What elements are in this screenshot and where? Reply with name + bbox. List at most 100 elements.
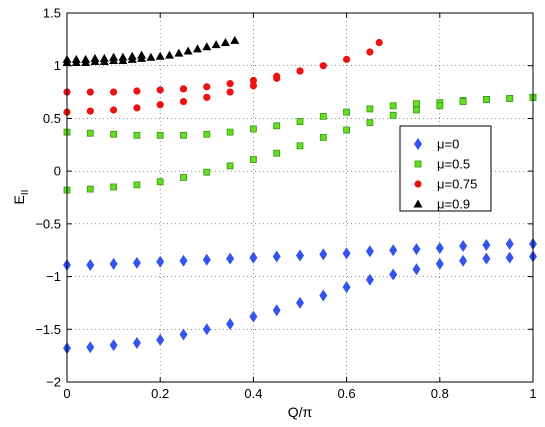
data-point bbox=[249, 125, 257, 133]
data-point bbox=[109, 52, 119, 61]
legend-label: μ=0.9 bbox=[437, 197, 470, 212]
data-point bbox=[319, 134, 327, 141]
legend-marker bbox=[414, 160, 422, 168]
x-axis-label: Q/π bbox=[288, 404, 313, 420]
data-point bbox=[226, 128, 234, 136]
data-point bbox=[179, 97, 188, 106]
data-point bbox=[365, 245, 374, 258]
data-point bbox=[110, 183, 117, 191]
data-point bbox=[156, 333, 165, 346]
x-tick-label: 0.6 bbox=[338, 386, 356, 401]
data-point bbox=[366, 48, 374, 56]
legend-marker bbox=[414, 138, 422, 150]
data-point bbox=[389, 268, 398, 281]
y-tick-label: −1.5 bbox=[35, 322, 61, 337]
data-point bbox=[99, 53, 109, 62]
data-point bbox=[389, 111, 397, 119]
data-point bbox=[482, 238, 491, 251]
series-2 bbox=[63, 38, 383, 116]
data-point bbox=[133, 104, 141, 112]
data-point bbox=[505, 237, 514, 250]
data-point bbox=[273, 122, 281, 130]
data-point bbox=[272, 250, 281, 263]
data-point bbox=[273, 149, 281, 157]
data-point bbox=[179, 254, 188, 267]
data-point bbox=[133, 87, 141, 95]
data-point bbox=[211, 40, 221, 49]
data-point bbox=[132, 336, 141, 349]
data-point bbox=[155, 51, 165, 60]
x-tick-label: 0.4 bbox=[244, 386, 262, 401]
data-point bbox=[202, 42, 212, 51]
y-tick-label: 1 bbox=[54, 58, 61, 73]
data-point bbox=[174, 48, 184, 57]
data-point bbox=[226, 88, 234, 96]
data-point bbox=[459, 98, 467, 105]
data-point bbox=[202, 253, 211, 266]
data-point bbox=[156, 131, 164, 139]
data-point bbox=[342, 281, 351, 294]
data-point bbox=[127, 51, 137, 60]
legend-marker bbox=[413, 199, 423, 208]
data-point bbox=[230, 35, 240, 44]
legend-label: μ=0 bbox=[437, 137, 459, 152]
y-tick-label: −1 bbox=[46, 269, 61, 284]
data-point bbox=[296, 142, 304, 150]
data-point bbox=[343, 108, 351, 116]
data-point bbox=[81, 54, 91, 63]
data-point bbox=[220, 38, 230, 47]
data-point bbox=[319, 62, 327, 70]
data-point bbox=[203, 83, 211, 91]
x-tick-label: 1 bbox=[529, 386, 536, 401]
data-point bbox=[413, 106, 420, 114]
data-point bbox=[180, 131, 187, 139]
data-point bbox=[156, 101, 164, 109]
data-point bbox=[482, 252, 491, 265]
data-point bbox=[137, 50, 147, 59]
data-point bbox=[343, 55, 351, 63]
data-point bbox=[202, 323, 211, 336]
data-point bbox=[179, 328, 188, 341]
data-point bbox=[109, 257, 118, 270]
data-point bbox=[71, 54, 81, 63]
data-point bbox=[389, 102, 397, 110]
legend-marker bbox=[414, 180, 422, 188]
data-point bbox=[249, 251, 258, 264]
y-tick-label: 1.5 bbox=[43, 6, 61, 21]
data-point bbox=[179, 85, 188, 93]
data-point bbox=[459, 254, 468, 267]
data-point bbox=[249, 76, 257, 85]
data-point bbox=[86, 185, 94, 193]
data-point bbox=[226, 162, 234, 170]
data-point bbox=[412, 263, 421, 276]
data-point bbox=[272, 304, 281, 317]
plot-frame bbox=[66, 12, 534, 383]
data-point bbox=[459, 239, 468, 252]
data-point bbox=[180, 174, 187, 181]
data-point bbox=[506, 94, 514, 102]
data-point bbox=[86, 88, 94, 96]
data-point bbox=[249, 156, 257, 163]
data-point bbox=[482, 96, 490, 103]
y-tick-label: −0.5 bbox=[35, 216, 61, 231]
data-point bbox=[319, 248, 328, 261]
data-point bbox=[133, 181, 141, 189]
data-point bbox=[436, 102, 444, 110]
y-axis-label-sub: II bbox=[20, 190, 31, 196]
data-point bbox=[296, 118, 304, 125]
data-point bbox=[156, 255, 165, 268]
data-point bbox=[156, 178, 164, 186]
y-axis-label-main: E bbox=[11, 195, 27, 204]
data-point bbox=[319, 112, 327, 120]
data-point bbox=[249, 310, 258, 323]
data-point bbox=[296, 67, 304, 75]
data-point bbox=[365, 273, 374, 286]
data-point bbox=[192, 44, 202, 53]
data-point bbox=[342, 247, 351, 260]
data-point bbox=[296, 296, 304, 309]
data-point bbox=[109, 339, 118, 352]
data-point bbox=[435, 242, 444, 255]
data-point bbox=[226, 318, 235, 331]
x-tick-label: 0.8 bbox=[431, 386, 449, 401]
data-point bbox=[226, 252, 235, 265]
